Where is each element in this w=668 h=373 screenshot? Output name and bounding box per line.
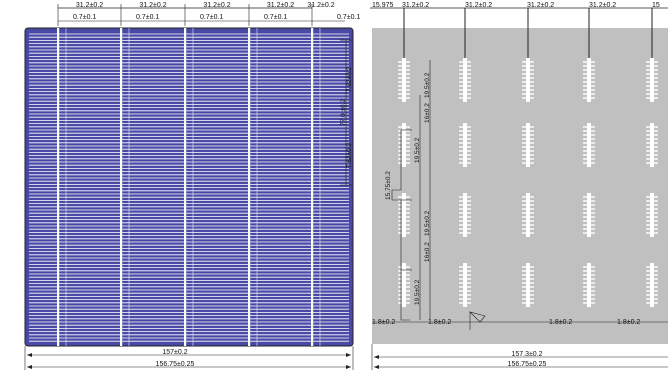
solder-pad <box>459 58 471 102</box>
back-vdim-2: 16±0.2 <box>424 103 431 123</box>
solder-pad <box>459 263 471 307</box>
front-pitch-label: 31.2±0.2 <box>203 2 230 9</box>
back-vdim-6: 16±0.2 <box>424 242 431 262</box>
front-right-dim-bottom: 7.62±0.2 <box>346 142 353 168</box>
front-right-dim-top: 7.62±0.2 <box>346 66 353 92</box>
busbar <box>248 28 251 346</box>
busbar <box>57 28 60 346</box>
solder-pad <box>583 263 595 307</box>
front-right-dim-middle: 77.0 ±0.2 <box>340 99 347 126</box>
solder-pad <box>646 263 658 307</box>
front-pitch-label: 31.2±0.2 <box>267 2 294 9</box>
back-width-dim: 157.3±0.2 <box>511 351 542 358</box>
back-view: 15.975 31.2±0.2 31.2±0.2 31.2±0.2 31.2±0.2 15… <box>370 2 668 370</box>
solder-pad <box>398 193 410 237</box>
back-pad-width-2: 1.8±0.2 <box>428 319 451 326</box>
back-pad-width-1: 1.8±0.2 <box>372 319 395 326</box>
back-vdim-3: 19.5±0.2 <box>414 137 421 163</box>
front-busbar-width-label: 0.7±0.1 <box>264 14 287 21</box>
solder-pad <box>522 58 534 102</box>
solder-pad <box>459 123 471 167</box>
solder-pad <box>522 263 534 307</box>
front-busbar-width-label: 0.7±0.1 <box>200 14 223 21</box>
back-pitch-label: 15 <box>652 2 660 9</box>
solder-pad <box>646 193 658 237</box>
back-pad-width-4: 1.8±0.2 <box>617 319 640 326</box>
back-pitch-label: 31.2±0.2 <box>402 2 429 9</box>
solder-pad <box>583 58 595 102</box>
front-view: 31.2±0.2 31.2±0.2 31.2±0.2 31.2±0.2 31.2±0.2… <box>24 2 360 370</box>
solder-pad <box>646 123 658 167</box>
front-overall-dim: 156.75±0.25 <box>156 361 195 368</box>
back-pitch-label: 15.975 <box>372 2 394 9</box>
back-pitch-label: 31.2±0.2 <box>465 2 492 9</box>
solder-pad <box>522 123 534 167</box>
back-overall-dim: 156.75±0.25 <box>508 361 547 368</box>
solder-pad <box>583 123 595 167</box>
busbar <box>120 28 123 346</box>
back-vdim-1: 19.5±0.2 <box>424 72 431 98</box>
busbar <box>184 28 187 346</box>
front-busbar-width-label: 0.7±0.1 <box>136 14 159 21</box>
front-pitch-label: 31.2±0.2 <box>76 2 103 9</box>
back-vdim-5: 19.5±0.2 <box>424 210 431 236</box>
back-pitch-label: 31.2±0.2 <box>527 2 554 9</box>
front-width-dim: 157±0.2 <box>162 349 187 356</box>
back-pitch-label: 31.2±0.2 <box>589 2 616 9</box>
front-pitch-label: 31.2±0.2 <box>307 2 334 9</box>
solder-pad <box>646 58 658 102</box>
solder-pad <box>398 263 410 307</box>
solder-pad <box>398 123 410 167</box>
solder-pad <box>522 193 534 237</box>
solder-pad <box>398 58 410 102</box>
front-busbar-width-label: 0.7±0.1 <box>73 14 96 21</box>
back-cell-body <box>372 28 668 344</box>
back-pad-width-3: 1.8±0.2 <box>549 319 572 326</box>
solder-pad <box>583 193 595 237</box>
front-busbar-width-label: 0.7±0.1 <box>337 14 360 21</box>
busbar <box>311 28 314 346</box>
back-vdim-4: 15.75±0.2 <box>385 171 392 200</box>
front-pitch-label: 31.2±0.2 <box>139 2 166 9</box>
solder-pad <box>459 193 471 237</box>
back-vdim-7: 19.5±0.2 <box>414 279 421 305</box>
